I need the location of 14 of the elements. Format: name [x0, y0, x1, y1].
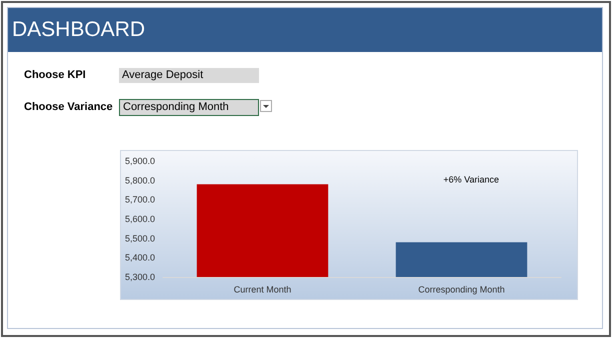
y-tick-label: 5,600.0 — [124, 214, 155, 224]
x-tick-label: Current Month — [234, 284, 292, 294]
text: Corresponding Month — [119, 99, 259, 116]
chart-title: DASHBOARD — [8, 8, 602, 52]
y-tick-label: 5,900.0 — [124, 156, 155, 166]
y-tick-label: 5,500.0 — [124, 233, 155, 244]
y-tick-label: 5,700.0 — [124, 194, 155, 205]
text: Average Deposit — [119, 68, 259, 83]
y-tick-label: 5,800.0 — [124, 175, 155, 186]
y-tick-label: 5,400.0 — [124, 252, 155, 263]
annotation: +6% Variance — [443, 174, 500, 184]
y-tick-label: 5,300.0 — [124, 272, 155, 282]
text: Choose Variance — [24, 101, 113, 113]
text: Choose KPI — [24, 69, 86, 81]
